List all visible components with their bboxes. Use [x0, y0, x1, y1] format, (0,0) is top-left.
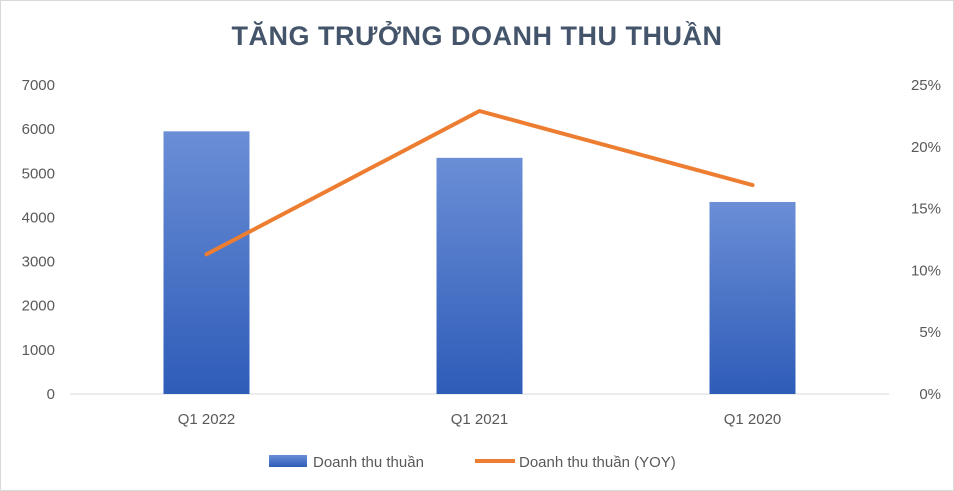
- bar: [163, 131, 250, 394]
- x-tick-label: Q1 2021: [451, 411, 509, 428]
- x-tick-label: Q1 2022: [178, 411, 236, 428]
- left-axis: 0 1000 2000 3000 4000 5000 6000 7000: [22, 77, 55, 403]
- left-tick-label: 1000: [22, 342, 55, 359]
- bar: [709, 201, 796, 394]
- left-tick-label: 3000: [22, 254, 55, 271]
- right-tick-label: 5%: [919, 324, 941, 341]
- legend-label-line: Doanh thu thuần (YOY): [519, 454, 676, 471]
- line-series: [204, 109, 755, 257]
- legend: Doanh thu thuần Doanh thu thuần (YOY): [269, 454, 676, 471]
- left-tick-label: 6000: [22, 121, 55, 138]
- yoy-line: [204, 109, 755, 257]
- left-tick-label: 5000: [22, 165, 55, 182]
- right-tick-label: 20%: [911, 139, 941, 156]
- legend-label-bar: Doanh thu thuần: [313, 454, 424, 471]
- right-tick-label: 0%: [919, 386, 941, 403]
- x-tick-label: Q1 2020: [724, 411, 782, 428]
- left-tick-label: 4000: [22, 209, 55, 226]
- bar-series: [163, 131, 796, 394]
- right-tick-label: 15%: [911, 201, 941, 218]
- left-tick-label: 2000: [22, 298, 55, 315]
- x-axis: Q1 2022 Q1 2021 Q1 2020: [178, 411, 782, 428]
- chart-title: TĂNG TRƯỞNG DOANH THU THUẦN: [231, 21, 723, 51]
- left-tick-label: 0: [47, 386, 55, 403]
- right-tick-label: 25%: [911, 77, 941, 94]
- right-tick-label: 10%: [911, 262, 941, 279]
- legend-swatch-bar: [269, 455, 307, 467]
- right-axis: 0% 5% 10% 15% 20% 25%: [911, 77, 941, 403]
- bar: [436, 157, 523, 394]
- left-tick-label: 7000: [22, 77, 55, 94]
